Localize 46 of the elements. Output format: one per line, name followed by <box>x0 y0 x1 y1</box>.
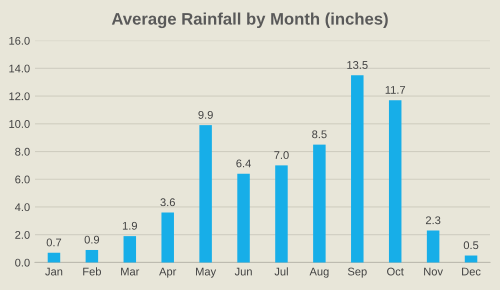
x-tick-label: Nov <box>424 268 443 276</box>
x-tick-label: Feb <box>83 267 101 276</box>
x-tick-label: Jul <box>274 267 288 276</box>
bar <box>388 100 402 262</box>
data-label: 0.9 <box>84 236 100 244</box>
x-tick-label: Sep <box>348 268 367 278</box>
data-label: 0.5 <box>464 241 478 250</box>
x-tick-label: Aug <box>310 268 329 278</box>
bar <box>86 250 98 262</box>
x-tick-label: Dec <box>462 268 481 276</box>
y-tick-label: 4.0 <box>14 203 30 212</box>
bar <box>124 236 136 262</box>
data-label: 8.5 <box>312 130 327 138</box>
y-tick-label: 10.0 <box>9 120 30 128</box>
bar <box>426 230 440 262</box>
y-tick-label: 14.0 <box>9 64 30 72</box>
bar <box>464 256 478 262</box>
data-label: 3.6 <box>160 198 175 206</box>
bar <box>313 144 326 262</box>
x-tick-label: Oct <box>387 268 404 276</box>
bar <box>199 125 212 262</box>
x-tick-label: Mar <box>121 268 140 276</box>
data-label: 6.4 <box>236 159 251 168</box>
y-tick-label: 2.0 <box>15 230 30 239</box>
bar <box>48 252 60 262</box>
y-tick-label: 8.0 <box>15 148 30 156</box>
bar <box>161 212 174 262</box>
bar <box>275 165 288 262</box>
data-label: 1.9 <box>122 222 137 230</box>
data-label: 7.0 <box>274 151 289 160</box>
y-tick-label: 16.0 <box>9 36 30 45</box>
data-label: 13.5 <box>347 61 368 69</box>
x-tick-label: May <box>196 268 216 278</box>
data-label: 9.9 <box>198 110 213 119</box>
y-tick-label: 12.0 <box>9 92 30 100</box>
chart-title: Average Rainfall by Month (inches) <box>112 12 388 28</box>
data-label: 2.3 <box>426 216 440 224</box>
data-label: 0.7 <box>46 238 62 246</box>
y-tick-label: 0.0 <box>15 258 30 267</box>
bar <box>351 75 364 262</box>
y-tick-label: 6.0 <box>15 176 30 184</box>
x-tick-label: Apr <box>159 268 176 278</box>
bar <box>237 174 250 262</box>
data-label: 11.7 <box>386 86 406 94</box>
x-tick-label: Jun <box>234 268 252 276</box>
x-tick-label: Jan <box>45 268 62 276</box>
